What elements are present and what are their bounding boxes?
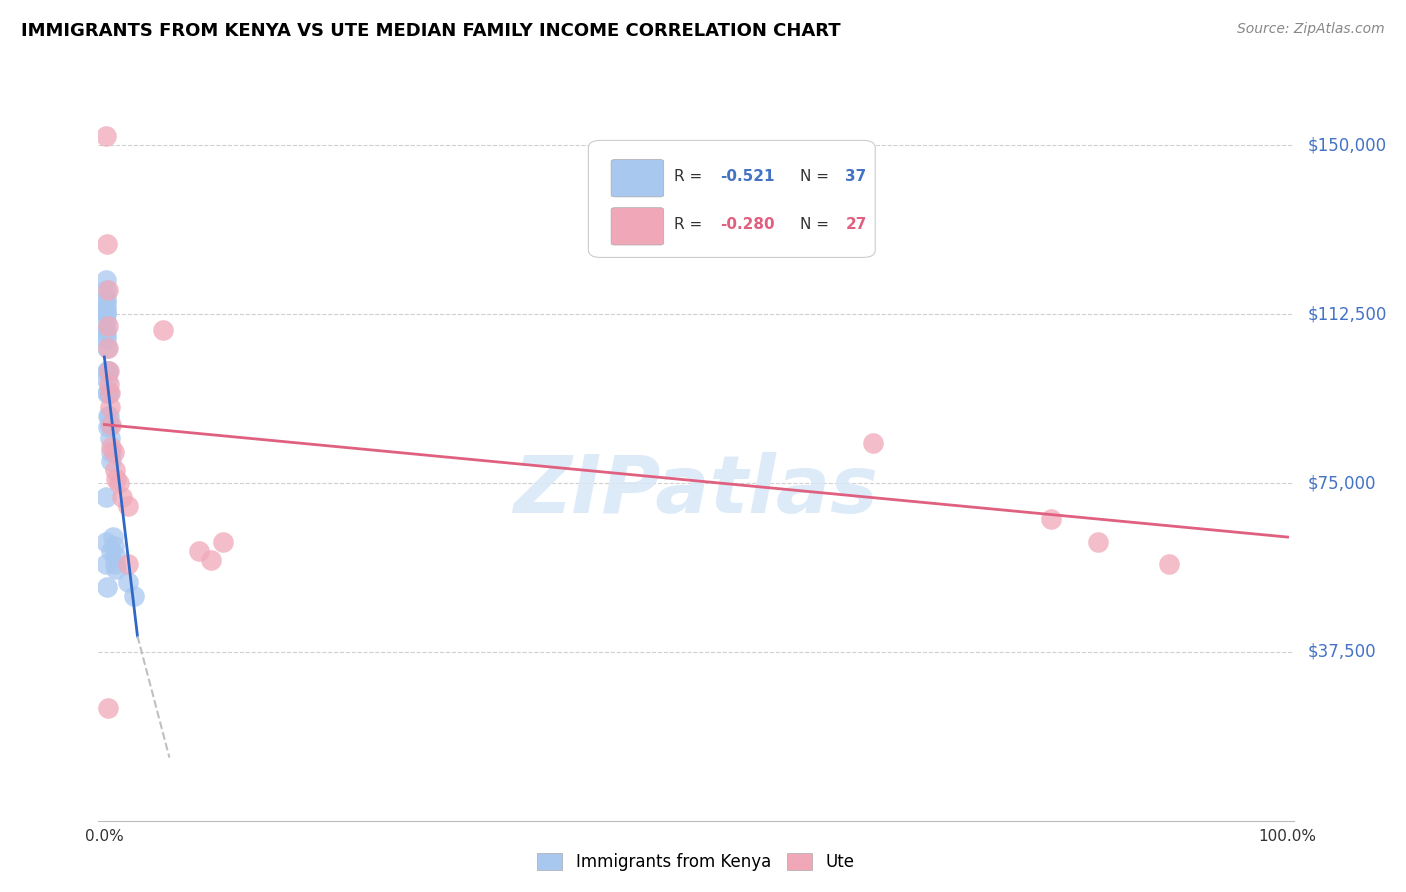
Point [98,417,121,432]
Point [94,129,117,144]
Text: -0.521: -0.521 [720,169,775,184]
Text: $75,000: $75,000 [1308,474,1376,492]
Point [94,301,117,315]
Point [94,305,117,319]
Point [96,386,118,401]
Point [103,444,125,458]
Point [98,386,121,401]
Point [96,580,118,594]
Point [94,292,117,306]
Point [97,341,120,355]
Point [100,440,122,454]
Point [94,327,117,342]
Text: Source: ZipAtlas.com: Source: ZipAtlas.com [1237,22,1385,37]
Text: -0.280: -0.280 [720,217,775,232]
Point [98,409,121,423]
Point [200,552,222,566]
Point [97,701,120,715]
Point [211,534,233,549]
Text: N =: N = [800,169,834,184]
Point [98,386,121,401]
Point [96,341,118,355]
Point [98,400,121,414]
Point [94,307,117,321]
FancyBboxPatch shape [612,208,664,245]
Point [100,453,122,467]
Point [1039,512,1062,526]
Point [100,444,122,458]
Point [107,476,129,491]
Point [96,363,118,377]
Text: IMMIGRANTS FROM KENYA VS UTE MEDIAN FAMILY INCOME CORRELATION CHART: IMMIGRANTS FROM KENYA VS UTE MEDIAN FAMI… [21,22,841,40]
Point [862,435,884,450]
Point [111,490,134,504]
Text: 27: 27 [845,217,866,232]
Point [105,561,128,575]
Point [117,575,139,590]
Point [98,363,121,377]
Point [94,323,117,337]
Point [100,417,122,432]
Point [94,490,117,504]
Point [94,557,117,571]
Point [104,548,127,562]
Point [1159,557,1181,571]
Point [152,323,174,337]
Point [94,314,117,328]
Point [94,534,117,549]
Text: N =: N = [800,217,834,232]
Point [94,283,117,297]
Point [98,377,121,392]
Point [94,332,117,346]
Point [94,273,117,287]
Point [100,543,122,558]
Point [97,386,120,401]
Point [97,419,120,434]
Point [117,499,139,513]
Text: 37: 37 [845,169,866,184]
Text: $37,500: $37,500 [1308,643,1376,661]
Point [1087,534,1109,549]
Point [101,530,124,544]
Text: R =: R = [675,217,707,232]
Text: R =: R = [675,169,707,184]
Text: $150,000: $150,000 [1308,136,1386,154]
Text: ZIPatlas: ZIPatlas [513,452,879,531]
Point [104,557,127,571]
FancyBboxPatch shape [612,160,664,197]
Point [97,409,120,423]
Point [188,543,211,558]
Point [117,557,139,571]
Point [94,296,117,310]
Point [96,372,118,386]
Legend: Immigrants from Kenya, Ute: Immigrants from Kenya, Ute [530,847,862,878]
Point [105,471,128,485]
Point [96,237,118,252]
Point [104,462,127,476]
Text: $112,500: $112,500 [1308,305,1386,323]
Point [97,363,120,377]
FancyBboxPatch shape [588,140,875,258]
Point [97,318,120,333]
Point [103,539,125,553]
Point [98,431,121,445]
Point [122,589,145,603]
Point [97,283,120,297]
